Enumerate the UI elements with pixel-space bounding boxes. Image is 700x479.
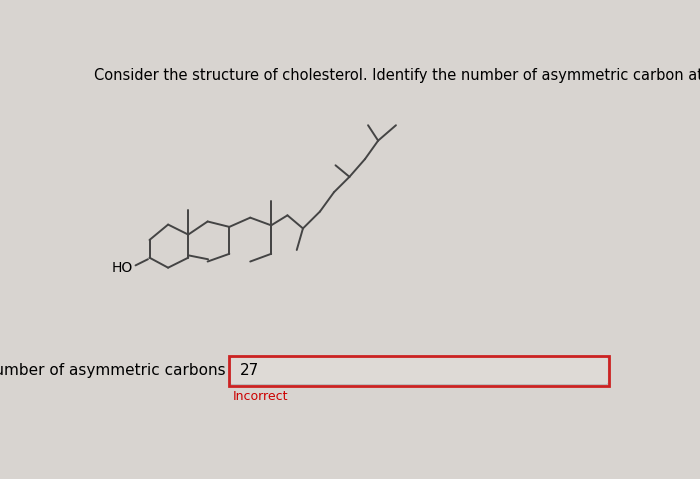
Text: Consider the structure of cholesterol. Identify the number of asymmetric carbon : Consider the structure of cholesterol. I…: [94, 68, 700, 83]
FancyBboxPatch shape: [230, 357, 608, 385]
Text: Number of asymmetric carbons: Number of asymmetric carbons: [0, 364, 225, 378]
Text: Incorrect: Incorrect: [233, 390, 288, 403]
Text: 27: 27: [240, 364, 260, 378]
Text: HO: HO: [111, 261, 132, 274]
